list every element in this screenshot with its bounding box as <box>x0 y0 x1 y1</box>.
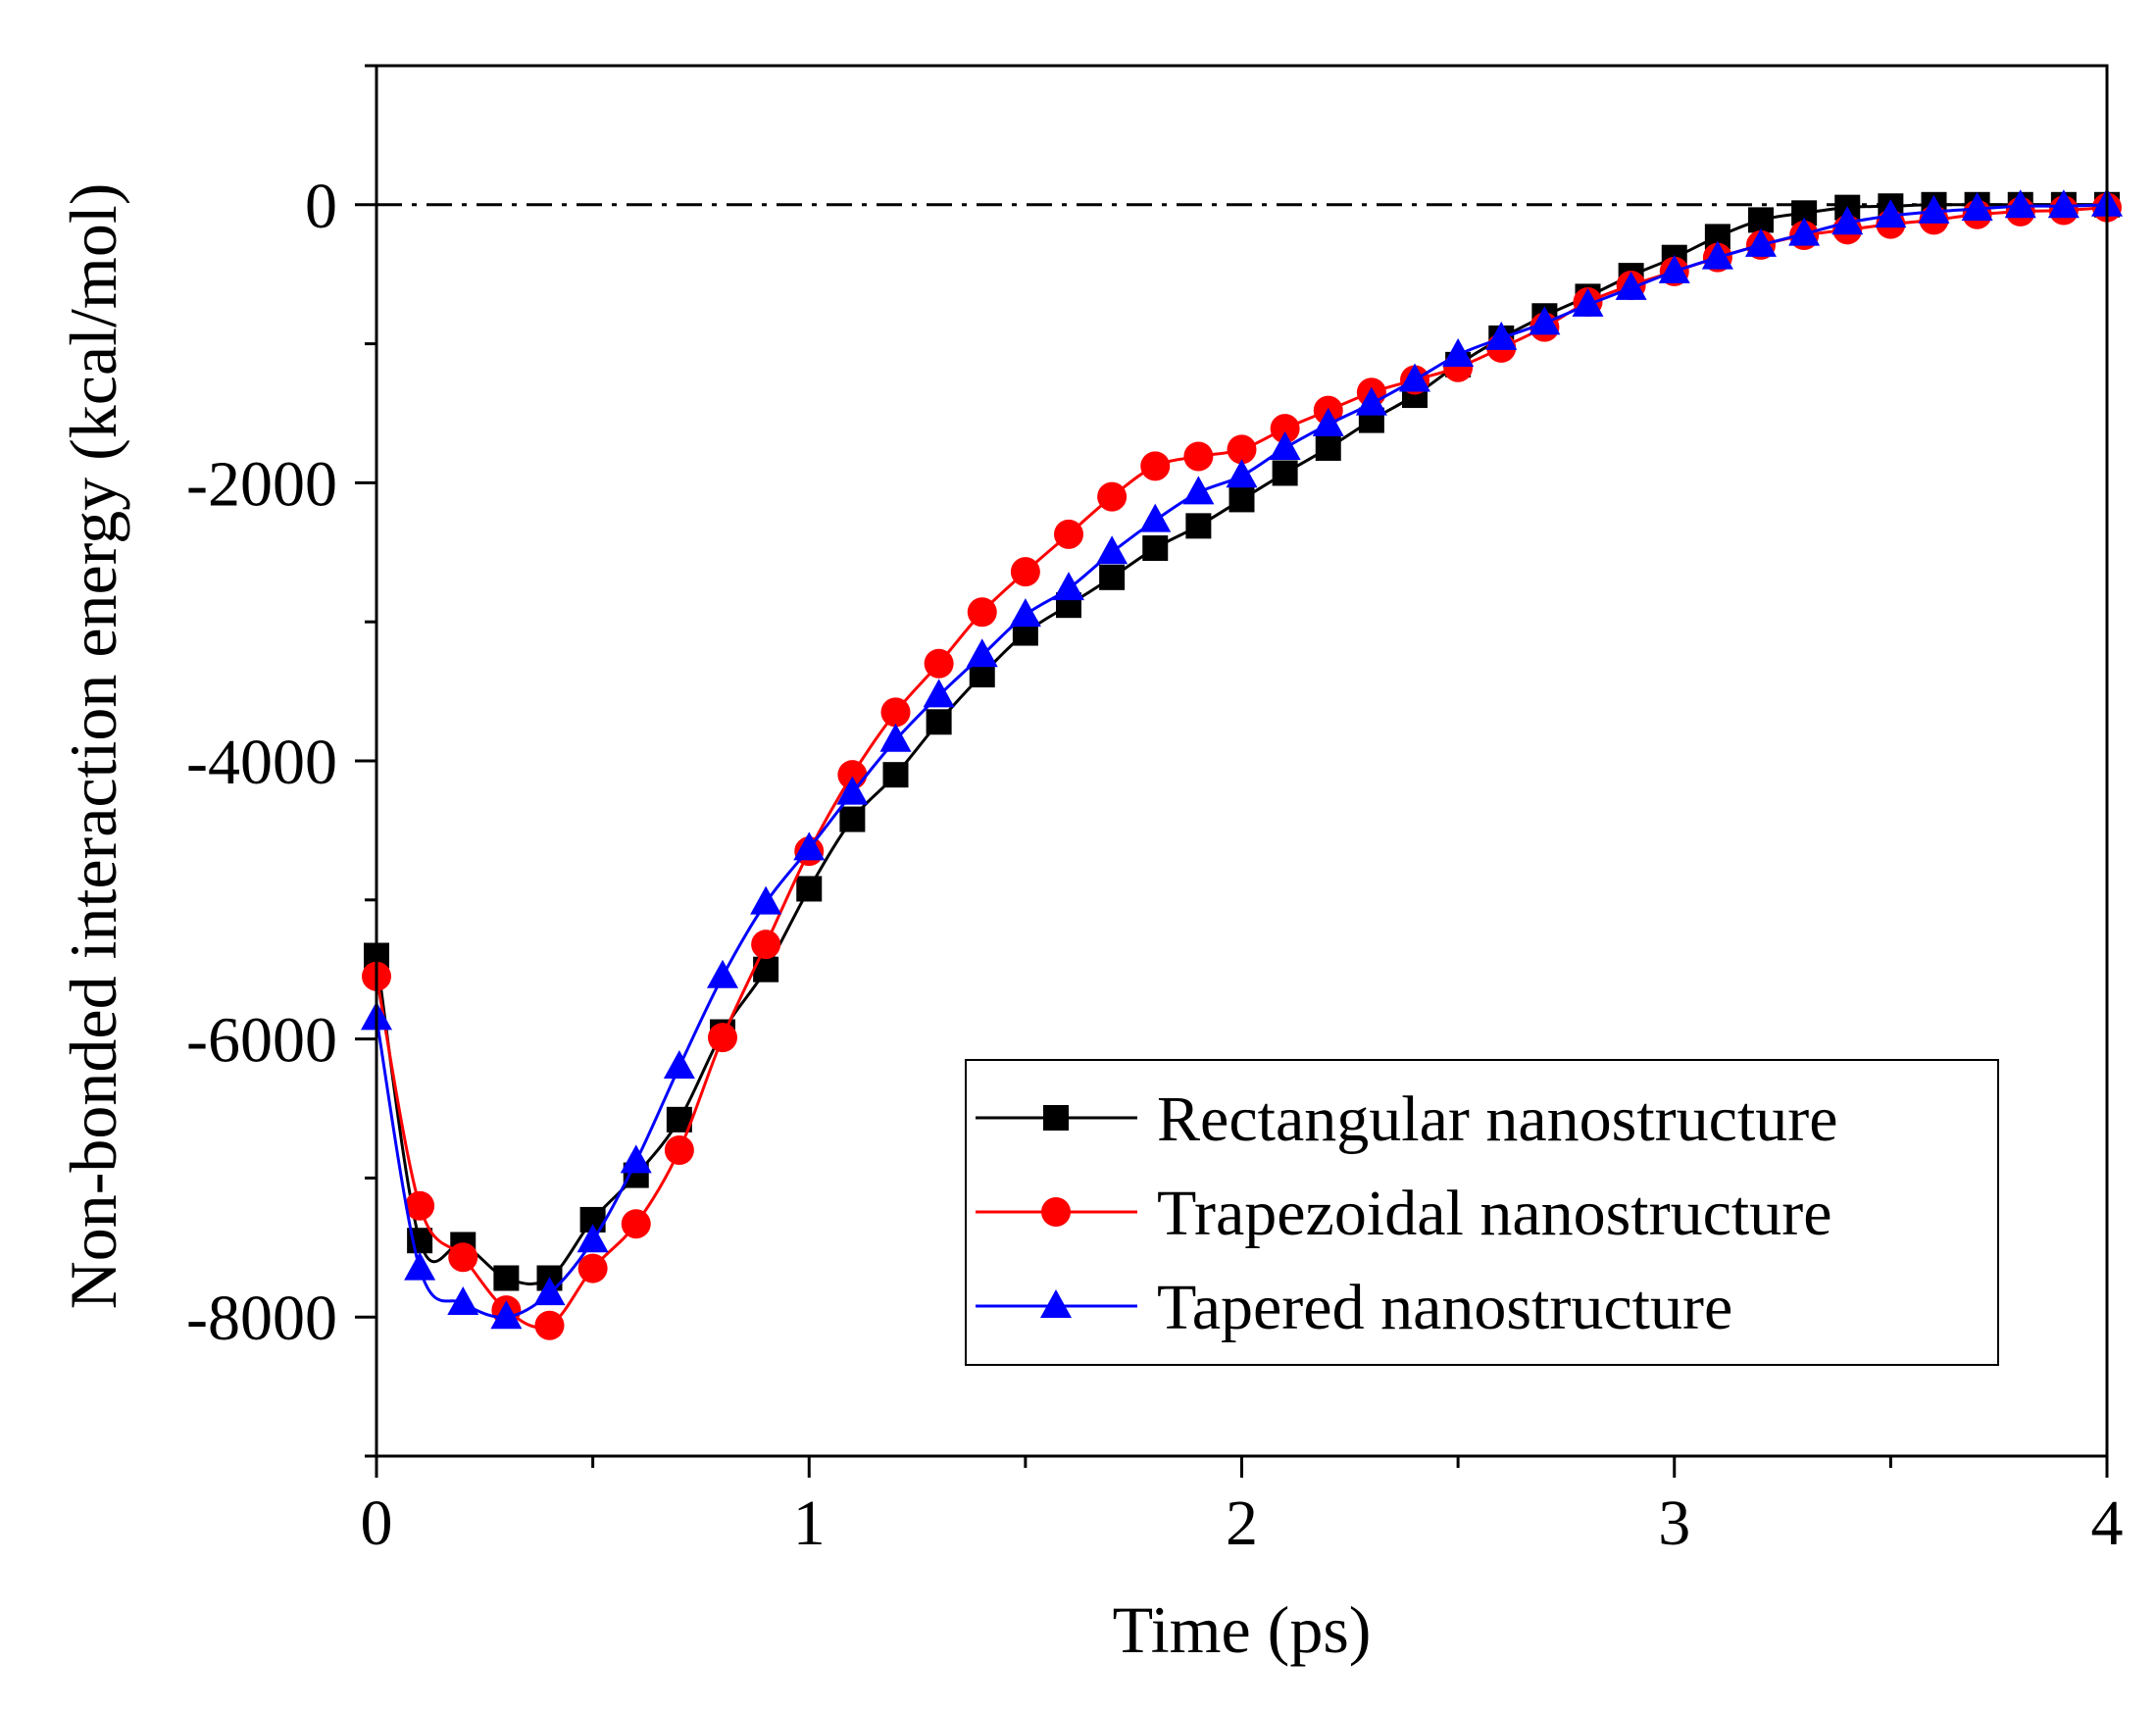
data-point <box>1182 476 1215 505</box>
data-point <box>1529 306 1561 335</box>
data-point <box>1269 430 1301 460</box>
data-point <box>1442 337 1475 367</box>
axis-layer: 0 1 2 3 4 0 -2000 -4000 -6000 -8000 <box>186 64 2124 1559</box>
data-point <box>663 1049 695 1079</box>
data-point <box>577 1224 609 1253</box>
data-point <box>1270 414 1300 444</box>
y-tick-label: -2000 <box>186 448 337 520</box>
data-point <box>1226 459 1258 488</box>
legend-label: Rectangular nanostructure <box>1157 1083 1838 1155</box>
data-point <box>533 1277 566 1306</box>
legend: Rectangular nanostructure Trapezoidal nan… <box>965 1059 1999 1366</box>
data-point <box>577 1253 608 1284</box>
legend-label: Tapered nanostructure <box>1157 1272 1732 1343</box>
data-point <box>1009 598 1041 628</box>
data-point <box>448 1242 478 1273</box>
x-tick-label: 4 <box>2091 1487 2124 1559</box>
data-point <box>1142 535 1169 562</box>
legend-marker <box>1041 1197 1071 1227</box>
data-point <box>708 1023 737 1053</box>
data-point <box>1485 321 1518 350</box>
data-point <box>493 1265 520 1291</box>
data-point <box>1139 503 1172 532</box>
data-point <box>1096 535 1128 565</box>
data-point <box>1831 206 1864 235</box>
data-point <box>1961 192 1993 222</box>
legend-item: Trapezoidal nanostructure <box>976 1178 1832 1249</box>
x-tick-label: 2 <box>1226 1487 1258 1559</box>
data-point <box>926 709 952 735</box>
data-point <box>880 697 911 728</box>
data-point <box>793 831 826 861</box>
data-point <box>664 1135 694 1166</box>
data-point <box>839 806 866 832</box>
legend-marker <box>1043 1105 1069 1131</box>
y-tick-label: -6000 <box>186 1005 337 1077</box>
data-point <box>1701 240 1733 270</box>
data-point <box>1745 227 1777 257</box>
data-point <box>1140 451 1171 481</box>
data-point <box>1097 481 1128 512</box>
data-point <box>750 885 782 915</box>
data-point <box>1010 557 1040 587</box>
data-point <box>707 959 738 988</box>
data-point <box>1312 407 1344 436</box>
data-point <box>923 679 955 708</box>
series-triangle <box>361 187 2123 1330</box>
legend-item: Tapered nanostructure <box>976 1272 1732 1343</box>
data-point <box>1658 254 1690 283</box>
x-tick-label: 0 <box>361 1487 393 1559</box>
data-point <box>1615 271 1647 300</box>
data-point <box>836 776 869 805</box>
data-point <box>2047 189 2080 219</box>
data-point <box>1399 363 1430 392</box>
data-point <box>966 638 998 668</box>
data-point <box>1228 486 1255 513</box>
data-point <box>621 1209 651 1239</box>
y-tick-label: 0 <box>305 171 337 242</box>
series-layer <box>361 187 2123 1340</box>
data-point <box>1053 572 1084 601</box>
data-point <box>924 648 954 679</box>
y-tick-label: -4000 <box>186 727 337 798</box>
data-point <box>967 597 997 628</box>
data-point <box>1054 519 1083 549</box>
legend-marker <box>1040 1289 1072 1318</box>
data-point <box>1572 287 1604 317</box>
data-point <box>620 1144 652 1174</box>
data-point <box>1788 217 1821 246</box>
data-point <box>1315 434 1341 461</box>
data-point <box>1227 434 1257 465</box>
legend-item: Rectangular nanostructure <box>976 1083 1838 1155</box>
data-point <box>1183 441 1214 472</box>
y-tick-label: -8000 <box>186 1283 337 1354</box>
x-axis-title: Time (ps) <box>1113 1592 1372 1667</box>
data-point <box>404 1251 436 1281</box>
data-point <box>1918 194 1950 224</box>
data-point <box>1185 513 1212 539</box>
data-point <box>490 1300 523 1330</box>
x-tick-label: 1 <box>793 1487 826 1559</box>
data-point <box>796 876 823 902</box>
data-point <box>1875 199 1907 228</box>
data-point <box>1272 460 1298 486</box>
y-axis-title: Non-bonded interaction energy (kcal/mol) <box>56 183 130 1310</box>
data-point <box>534 1310 565 1340</box>
data-point <box>879 723 912 752</box>
data-point <box>405 1190 435 1221</box>
data-point <box>1099 564 1126 590</box>
x-tick-label: 3 <box>1658 1487 1690 1559</box>
data-point <box>882 762 909 788</box>
data-point <box>751 930 781 960</box>
data-point <box>2004 189 2036 219</box>
data-point <box>1355 386 1387 416</box>
legend-box <box>965 1059 1999 1366</box>
data-point <box>447 1286 479 1316</box>
legend-label: Trapezoidal nanostructure <box>1157 1178 1832 1249</box>
